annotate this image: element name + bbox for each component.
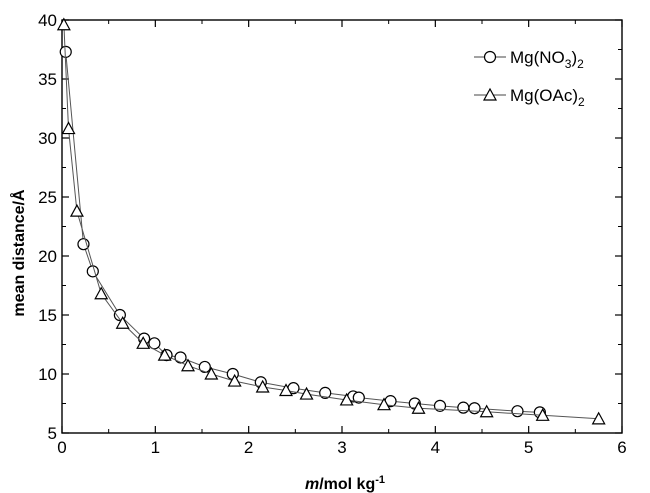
y-tick-label: 40 bbox=[38, 11, 57, 30]
data-point-triangle bbox=[411, 400, 426, 414]
data-point-triangle bbox=[115, 316, 130, 329]
legend-item-mg-no3: Mg(NO3)2 bbox=[474, 48, 584, 71]
y-tick-label: 10 bbox=[38, 365, 57, 384]
x-axis-title-exponent: -1 bbox=[375, 474, 385, 486]
data-point-triangle bbox=[278, 383, 294, 397]
legend-label-mg-no3: Mg(NO3)2 bbox=[510, 48, 584, 71]
data-point-circle bbox=[433, 399, 447, 412]
legend: Mg(NO3)2 Mg(OAc)2 bbox=[474, 48, 585, 109]
data-point-triangle bbox=[299, 386, 314, 400]
data-point-triangle bbox=[227, 373, 242, 387]
data-point-circle bbox=[319, 386, 332, 399]
data-point-triangle bbox=[204, 366, 219, 380]
legend-circle-marker bbox=[483, 50, 497, 64]
y-tick-label: 35 bbox=[38, 70, 57, 89]
data-point-triangle bbox=[157, 347, 172, 361]
data-point-circle bbox=[148, 337, 161, 350]
legend-label-mg-oac: Mg(OAc)2 bbox=[510, 86, 585, 109]
data-point-circle bbox=[198, 360, 211, 374]
data-point-triangle bbox=[56, 17, 71, 31]
data-point-triangle bbox=[339, 392, 354, 406]
x-axis-title: m/mol kg-1 bbox=[305, 474, 385, 493]
data-point-triangle bbox=[591, 411, 606, 425]
series-line bbox=[63, 24, 599, 420]
data-point-circle bbox=[352, 391, 365, 404]
x-tick-label: 4 bbox=[431, 438, 440, 457]
y-tick-label: 5 bbox=[48, 424, 57, 443]
series-line bbox=[65, 51, 540, 413]
x-tick-label: 3 bbox=[337, 438, 346, 457]
legend-item-mg-oac: Mg(OAc)2 bbox=[474, 86, 585, 109]
x-tick-label: 5 bbox=[524, 438, 533, 457]
data-point-triangle bbox=[535, 408, 550, 421]
data-point-triangle bbox=[61, 121, 76, 135]
data-point-circle bbox=[468, 402, 481, 415]
y-tick-label: 30 bbox=[38, 129, 57, 148]
data-point-circle bbox=[86, 265, 99, 278]
data-point-triangle bbox=[376, 397, 392, 411]
data-point-circle bbox=[511, 405, 524, 418]
data-point-circle bbox=[457, 401, 470, 414]
data-point-triangle bbox=[69, 203, 84, 217]
data-point-circle bbox=[174, 351, 187, 364]
series-mg-oac bbox=[56, 17, 606, 425]
x-axis-title-unit: /mol kg bbox=[319, 476, 375, 493]
x-tick-label: 6 bbox=[617, 438, 626, 457]
y-tick-label: 20 bbox=[38, 247, 57, 266]
data-point-triangle bbox=[136, 336, 151, 349]
y-tick-label: 25 bbox=[38, 188, 57, 207]
x-tick-label: 1 bbox=[151, 438, 160, 457]
y-axis-title: mean distance/Å bbox=[9, 189, 28, 317]
plot-frame bbox=[61, 19, 623, 434]
data-point-triangle bbox=[255, 379, 270, 393]
data-point-triangle bbox=[180, 358, 196, 372]
x-tick-label: 2 bbox=[244, 438, 253, 457]
x-axis-title-variable: m bbox=[305, 476, 319, 493]
x-tick-label: 0 bbox=[57, 438, 66, 457]
y-tick-label: 15 bbox=[38, 306, 57, 325]
data-point-triangle bbox=[94, 286, 109, 300]
data-point-triangle bbox=[479, 404, 494, 418]
legend-triangle-marker bbox=[482, 87, 498, 101]
series-layer bbox=[56, 17, 606, 425]
axis-ticks: 0 1 2 3 4 5 6 5 10 15 20 25 30 35 40 bbox=[38, 11, 627, 457]
series-mg-no3 bbox=[59, 45, 546, 419]
